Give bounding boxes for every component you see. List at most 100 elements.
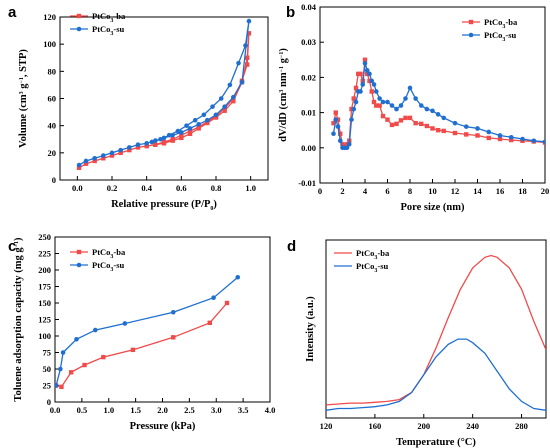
- y-axis-title-d: Intensity (a.u.): [305, 296, 316, 362]
- data-point-a-1: [227, 82, 233, 88]
- y-axis-title-a-part: −1: [19, 77, 25, 83]
- data-point-b-0: [377, 103, 382, 108]
- data-point-c-1: [235, 274, 241, 280]
- data-point-a-0: [161, 141, 167, 146]
- data-point-a-1: [243, 43, 248, 48]
- data-point-b-1: [385, 99, 390, 105]
- x-tick-label-b: 2: [340, 186, 344, 196]
- legend-label-main: PtCo: [92, 260, 110, 270]
- y-tick-label-a: 100: [43, 39, 56, 49]
- data-point-b-0: [351, 96, 356, 101]
- series-line-a-0: [78, 33, 250, 169]
- data-point-a-1: [196, 122, 201, 127]
- legend-marker-c-0: [76, 249, 82, 255]
- legend-label-suffix: -su: [113, 24, 124, 34]
- data-point-a-0: [135, 145, 141, 150]
- data-point-a-0: [245, 55, 250, 60]
- data-point-b-1: [377, 96, 382, 101]
- data-point-c-0: [59, 384, 64, 390]
- data-point-b-0: [452, 130, 458, 136]
- y-tick-label-c: 225: [38, 249, 51, 259]
- legend-label-main: PtCo: [356, 261, 374, 271]
- legend-label-main: PtCo: [484, 17, 502, 27]
- y-axis-title-b-part: ): [278, 48, 289, 52]
- data-point-a-1: [118, 147, 123, 153]
- data-point-a-0: [187, 128, 193, 134]
- data-point-a-1: [246, 18, 252, 24]
- y-axis-title-a-part: , STP): [18, 49, 29, 78]
- data-point-a-0: [196, 126, 201, 131]
- y-axis-title-c-part: −1: [14, 241, 20, 247]
- data-point-a-1: [213, 112, 219, 118]
- x-tick-label-b: 12: [451, 186, 460, 196]
- legend-label-suffix: -su: [505, 30, 516, 40]
- series-line-d-0: [326, 254, 546, 406]
- x-axis-title-d: Temperature (°C): [396, 437, 476, 448]
- data-point-a-0: [101, 156, 106, 161]
- legend-label-main: PtCo: [484, 30, 502, 40]
- data-point-b-0: [407, 115, 413, 121]
- data-point-c-1: [60, 350, 66, 355]
- legend-label-b-0: PtCo3-ba: [484, 17, 518, 30]
- data-point-b-1: [398, 103, 404, 108]
- data-point-b-1: [362, 61, 368, 66]
- legend-marker-b-0: [468, 19, 474, 25]
- data-point-b-1: [335, 124, 341, 129]
- legend-label-main: PtCo: [356, 248, 374, 258]
- plot-frame-c: [54, 236, 271, 403]
- data-point-c-1: [74, 337, 79, 342]
- plot-frame-d: [325, 239, 547, 419]
- y-tick-label-c: 175: [38, 282, 51, 292]
- data-point-a-0: [222, 108, 227, 113]
- data-point-a-1: [239, 79, 245, 85]
- x-tick-label-d: 280: [515, 421, 528, 431]
- data-point-b-1: [344, 145, 350, 151]
- y-tick-label-c: 50: [43, 364, 52, 374]
- legend-label-sub: 3: [110, 267, 113, 273]
- y-tick-label-c: 0: [47, 397, 51, 407]
- data-point-a-0: [187, 131, 193, 137]
- x-axis-title-b-part: Pore size (nm): [401, 202, 465, 213]
- data-point-a-1: [184, 123, 189, 128]
- legend-label-d-1: PtCo3-su: [356, 261, 389, 274]
- data-point-b-0: [362, 57, 368, 62]
- x-axis-title-a: Relative pressure (P/P0): [111, 199, 217, 212]
- series-line-c-1: [55, 276, 239, 386]
- legend-marker-a-0: [76, 13, 82, 19]
- data-point-b-1: [452, 120, 458, 126]
- y-axis-title-a-part: Volume (cm: [18, 94, 29, 148]
- data-point-c-1: [55, 383, 59, 388]
- data-point-b-1: [369, 78, 375, 84]
- x-tick-label-c: 0.5: [77, 405, 88, 415]
- data-point-a-1: [187, 126, 193, 131]
- y-axis-title-c-part: Toluene adsorption capacity (mg g: [13, 247, 24, 402]
- data-point-c-0: [171, 335, 176, 340]
- x-tick-label-a: 0.8: [211, 183, 222, 193]
- x-tick-label-d: 240: [466, 421, 479, 431]
- data-point-b-1: [424, 106, 430, 112]
- x-axis-title-d-part: Temperature (°C): [396, 437, 476, 448]
- y-axis-title-b-part: −1: [279, 66, 285, 72]
- y-axis-title-a-part: g: [18, 83, 29, 92]
- data-point-b-0: [356, 71, 361, 77]
- data-point-b-1: [441, 115, 447, 121]
- y-tick-label-b: 0.03: [301, 37, 316, 47]
- data-point-b-1: [403, 96, 408, 101]
- data-point-b-0: [394, 121, 399, 127]
- y-axis-title-c-part: ): [13, 237, 24, 241]
- data-point-a-0: [109, 153, 115, 158]
- data-point-a-1: [236, 60, 241, 66]
- data-point-b-0: [380, 113, 386, 119]
- y-axis-title-b-part: −1: [279, 52, 285, 58]
- data-point-a-0: [245, 62, 250, 67]
- y-tick-label-a: 40: [48, 121, 57, 131]
- x-tick-label-b: 8: [408, 186, 412, 196]
- panel-letter-b: b: [286, 4, 295, 21]
- data-point-b-1: [497, 133, 503, 138]
- data-point-b-1: [508, 134, 514, 140]
- legend-marker-b-1: [468, 32, 474, 38]
- data-point-b-0: [389, 122, 395, 128]
- y-axis-title-b-part: g: [278, 57, 289, 66]
- data-point-a-0: [76, 165, 82, 170]
- data-point-b-0: [374, 103, 379, 108]
